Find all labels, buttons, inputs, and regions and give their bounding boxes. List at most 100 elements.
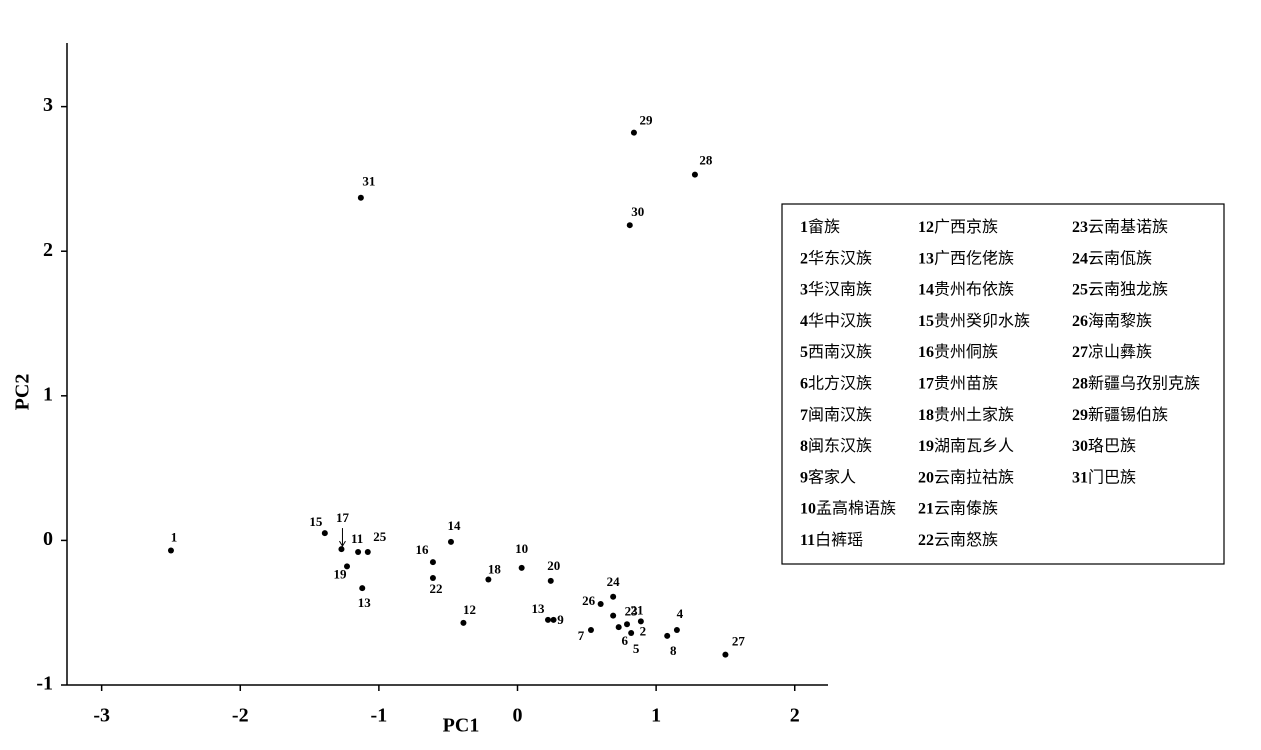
y-axis-label: PC2: [12, 374, 34, 411]
legend-id: 7: [800, 406, 808, 423]
legend-id: 16: [918, 344, 934, 361]
legend-name: 闽南汉族: [808, 405, 872, 423]
y-tick-label: 3: [43, 94, 53, 116]
point: [610, 612, 617, 619]
legend-id: 11: [800, 532, 815, 549]
point-label: 25: [373, 529, 387, 544]
point: [355, 548, 362, 555]
point-label: 13: [531, 601, 545, 616]
legend-id: 2: [800, 250, 808, 267]
legend-name: 北方汉族: [808, 374, 872, 392]
point-label: 8: [670, 643, 677, 658]
legend-name: 云南拉祜族: [934, 468, 1014, 486]
legend-id: 23: [1072, 219, 1088, 236]
legend-entry: 8闽东汉族: [800, 437, 872, 455]
point-label: 14: [447, 518, 461, 533]
point: [597, 601, 604, 608]
legend-name: 畲族: [808, 218, 840, 236]
point-label: 13: [358, 595, 372, 610]
legend-entry: 17贵州苗族: [918, 374, 998, 392]
point: [673, 627, 680, 634]
point-label: 29: [639, 113, 653, 128]
legend-id: 18: [918, 406, 934, 423]
legend-name: 华东汉族: [808, 249, 872, 267]
point-label: 19: [334, 566, 348, 581]
y-tick-label: 0: [43, 528, 53, 550]
x-tick-label: -1: [371, 705, 388, 727]
legend-id: 4: [800, 313, 808, 330]
point-label: 31: [362, 174, 375, 189]
point: [628, 629, 635, 636]
x-tick-label: 1: [651, 705, 661, 727]
legend-entry: 1畲族: [800, 218, 840, 236]
point: [485, 576, 492, 583]
legend-name: 白裤瑶: [815, 531, 863, 549]
legend-entry: 22云南怒族: [918, 531, 998, 549]
legend-id: 31: [1072, 469, 1088, 486]
legend-entry: 16贵州侗族: [918, 343, 998, 361]
legend-entry: 7闽南汉族: [800, 405, 872, 423]
point: [518, 564, 525, 571]
point-label: 16: [415, 542, 429, 557]
x-tick-label: 2: [790, 705, 800, 727]
legend-id: 5: [800, 344, 808, 361]
point-label: 2: [640, 623, 647, 638]
legend-entry: 9客家人: [800, 468, 856, 486]
point: [359, 585, 366, 592]
legend-entry: 21云南傣族: [918, 499, 998, 517]
point: [587, 627, 594, 634]
point-label: 30: [631, 204, 644, 219]
legend-id: 28: [1072, 375, 1088, 392]
legend-entry: 6北方汉族: [800, 374, 872, 392]
legend-name: 贵州侗族: [934, 343, 998, 361]
legend-name: 新疆锡伯族: [1088, 405, 1168, 423]
legend-id: 15: [918, 313, 934, 330]
point-label: 21: [631, 602, 644, 617]
point-label: 4: [677, 606, 684, 621]
legend-name: 西南汉族: [808, 343, 872, 361]
point: [460, 619, 467, 626]
point: [691, 171, 698, 178]
x-tick-label: -2: [232, 705, 249, 727]
point: [722, 651, 729, 658]
legend-entry: 2华东汉族: [800, 249, 872, 267]
x-tick-label: -3: [93, 705, 110, 727]
legend-id: 13: [918, 250, 934, 267]
point: [364, 548, 371, 555]
y-tick-label: 2: [43, 239, 53, 261]
point: [610, 593, 617, 600]
legend-entry: 31门巴族: [1072, 468, 1136, 486]
point-label: 24: [607, 574, 621, 589]
point-label: 23: [625, 604, 639, 619]
legend-box: [781, 203, 1225, 565]
legend-id: 6: [800, 375, 808, 392]
legend-name: 客家人: [808, 468, 856, 486]
legend-id: 22: [918, 532, 934, 549]
legend-entry: 19湖南瓦乡人: [918, 437, 1014, 455]
point: [624, 621, 631, 628]
legend-name: 闽东汉族: [808, 437, 872, 455]
legend-name: 湖南瓦乡人: [934, 437, 1014, 455]
legend-name: 云南独龙族: [1088, 280, 1168, 298]
legend-id: 9: [800, 469, 808, 486]
legend-entry: 15贵州癸卯水族: [918, 312, 1030, 330]
y-tick-label: -1: [36, 673, 53, 695]
legend-entry: 3华汉南族: [800, 280, 872, 298]
legend-id: 21: [918, 500, 934, 517]
legend-id: 25: [1072, 281, 1088, 298]
x-axis-label: PC1: [443, 715, 480, 737]
y-tick-label: 1: [43, 383, 53, 405]
legend-name: 新疆乌孜别克族: [1088, 374, 1200, 392]
legend-entry: 20云南拉祜族: [918, 468, 1014, 486]
point: [447, 538, 454, 545]
point-label: 26: [582, 593, 596, 608]
legend-name: 贵州土家族: [934, 405, 1014, 423]
x-tick-label: 0: [513, 705, 523, 727]
point-label: 17: [336, 510, 350, 525]
legend-id: 3: [800, 281, 808, 298]
legend-entry: 10孟高棉语族: [800, 499, 896, 517]
legend-name: 门巴族: [1088, 468, 1136, 486]
point-label: 11: [351, 531, 363, 546]
